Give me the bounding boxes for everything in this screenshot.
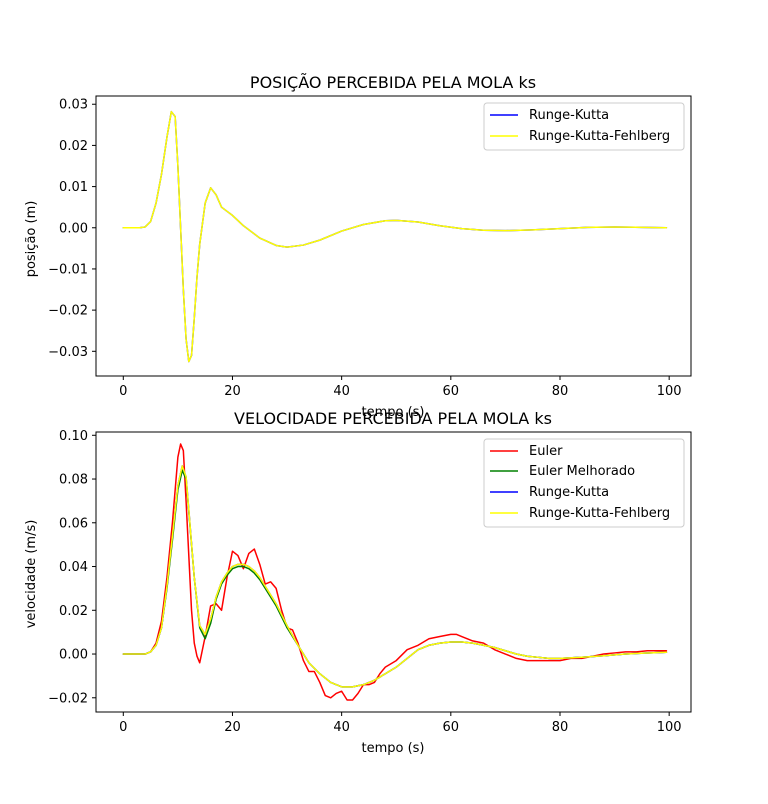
velocity-ytick-label: 0.00 <box>59 648 88 663</box>
position-plot-frame <box>95 95 692 377</box>
position-ytick-label: 0.01 <box>59 180 88 195</box>
velocity-legend-box <box>483 438 685 528</box>
position-ytick-label: −0.01 <box>48 262 88 277</box>
velocity-ytick-label: 0.06 <box>59 516 88 531</box>
velocity-xtick-label: 80 <box>552 720 569 735</box>
velocity-series-euler <box>122 443 668 701</box>
position-xtick-label: 40 <box>333 384 350 399</box>
position-xtick-label: 80 <box>552 384 569 399</box>
velocity-legend-label-rk: Runge-Kutta <box>529 485 609 500</box>
velocity-plot-legend: Euler Euler Melhorado Runge-Kutta Runge-… <box>483 438 685 528</box>
velocity-plot-ylabel: velocidade (m/s) <box>24 520 39 629</box>
velocity-series-runge-kutta-fehlberg <box>122 465 668 688</box>
position-ytick-label: −0.03 <box>48 345 88 360</box>
velocity-legend-label-rkf: Runge-Kutta-Fehlberg <box>529 506 670 521</box>
velocity-ytick-label: 0.04 <box>59 560 88 575</box>
velocity-ytick-label: 0.08 <box>59 473 88 488</box>
velocity-ytick-label: 0.02 <box>59 604 88 619</box>
position-legend-box <box>483 102 685 151</box>
position-series-runge-kutta-fehlberg <box>122 110 668 363</box>
velocity-xtick-label: 100 <box>657 720 682 735</box>
velocity-ytick-label: −0.02 <box>48 691 88 706</box>
velocity-xtick-label: 60 <box>443 720 460 735</box>
velocity-plot-frame <box>95 431 692 713</box>
velocity-legend-label-euler: Euler <box>529 444 563 459</box>
velocity-legend-label-euler-melhorado: Euler Melhorado <box>529 464 635 479</box>
position-ytick-label: 0.02 <box>59 139 88 154</box>
velocity-plot: VELOCIDADE PERCEBIDA PELA MOLA ks tempo … <box>24 409 692 756</box>
position-plot-ticks: 0 20 40 60 80 100 0.03 0.02 0.01 0.00 −0.01 −0.02 −0… <box>48 98 681 399</box>
position-xtick-label: 20 <box>224 384 241 399</box>
position-plot-title: POSIÇÃO PERCEBIDA PELA MOLA ks <box>250 73 536 92</box>
position-ytick-label: 0.00 <box>59 221 88 236</box>
position-plot-legend: Runge-Kutta Runge-Kutta-Fehlberg <box>483 102 685 151</box>
velocity-plot-title: VELOCIDADE PERCEBIDA PELA MOLA ks <box>234 409 552 428</box>
position-ytick-label: 0.03 <box>59 98 88 113</box>
position-xtick-label: 60 <box>443 384 460 399</box>
position-xtick-label: 0 <box>119 384 127 399</box>
position-legend-label-rkf: Runge-Kutta-Fehlberg <box>529 129 670 144</box>
velocity-ytick-label: 0.10 <box>59 429 88 444</box>
velocity-xtick-label: 40 <box>333 720 350 735</box>
position-ytick-label: −0.02 <box>48 304 88 319</box>
velocity-xtick-label: 20 <box>224 720 241 735</box>
velocity-plot-series <box>122 443 668 701</box>
position-plot-series <box>122 110 668 363</box>
velocity-plot-ticks: 0 20 40 60 80 100 0.10 0.08 0.06 0.04 0.02 0.00 −0.0… <box>48 429 681 735</box>
position-plot: POSIÇÃO PERCEBIDA PELA MOLA ks tempo (s)… <box>24 73 692 420</box>
position-plot-xlabel: tempo (s) <box>361 405 424 420</box>
position-plot-ylabel: posição (m) <box>24 201 39 278</box>
position-legend-label-rk: Runge-Kutta <box>529 108 609 123</box>
position-xtick-label: 100 <box>657 384 682 399</box>
velocity-xtick-label: 0 <box>119 720 127 735</box>
velocity-plot-xlabel: tempo (s) <box>361 741 424 756</box>
